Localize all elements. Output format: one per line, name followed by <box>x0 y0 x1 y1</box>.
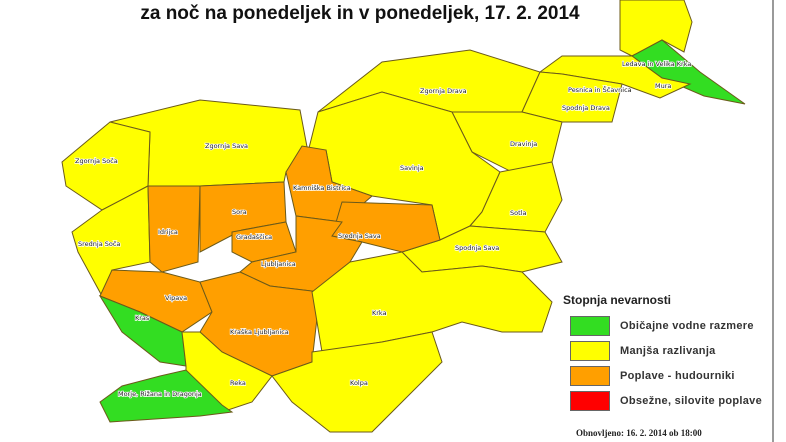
region-label: Zgornja Drava <box>420 87 467 95</box>
region-label: Srednja Soča <box>78 240 120 248</box>
updated-timestamp: Obnovljeno: 16. 2. 2014 ob 18:00 <box>576 428 702 438</box>
region-label: Pesnica in Ščavnica <box>568 85 632 94</box>
region-label: Srednja Sava <box>338 232 381 240</box>
region-label: Reka <box>230 379 246 387</box>
frame-border <box>772 0 774 442</box>
region-label: Vipava <box>165 294 187 302</box>
legend-label: Poplave - hudourniki <box>620 369 735 382</box>
region-label: Ljubljanica <box>261 260 296 268</box>
region-label: Spodnja Sava <box>455 244 499 252</box>
legend-label: Manjša razlivanja <box>620 344 716 357</box>
region-label: Kolpa <box>350 379 368 387</box>
legend-item-yellow: Manjša razlivanja <box>570 338 778 363</box>
region-label: Krka <box>372 309 387 317</box>
region-label: Spodnja Drava <box>562 104 610 112</box>
legend-swatch <box>570 340 610 361</box>
legend-item-orange: Poplave - hudourniki <box>570 363 778 388</box>
legend-swatch <box>570 365 610 386</box>
region-label: Zgornja Soča <box>75 157 118 165</box>
region-label: Ledava in Velika Krka <box>622 60 691 68</box>
region-label: Mura <box>655 82 671 90</box>
region-label: Savinja <box>400 164 424 172</box>
legend-label: Obsežne, silovite poplave <box>620 394 762 407</box>
legend-title: Stopnja nevarnosti <box>563 293 672 307</box>
region-label: Sora <box>232 208 247 216</box>
region-morje-rizana-in-dragonja <box>99 369 234 423</box>
region-label: Kamniška Bistrica <box>293 184 351 192</box>
legend-label: Običajne vodne razmere <box>620 319 754 332</box>
region-label: Kras <box>135 314 150 322</box>
legend: Stopnja nevarnosti Običajne vodne razmer… <box>548 293 778 413</box>
region-srednja-soca <box>71 185 151 298</box>
region-kolpa <box>271 331 443 433</box>
region-label: Idrijca <box>158 228 178 236</box>
region-label: Zgornja Sava <box>205 142 248 150</box>
legend-item-green: Običajne vodne razmere <box>570 313 778 338</box>
region-ledava-in-velika-krka <box>619 0 693 57</box>
region-label: Sotla <box>510 209 526 217</box>
region-label: Gradaščica <box>236 233 272 241</box>
region-label: Dravinja <box>510 140 537 148</box>
legend-swatch <box>570 315 610 336</box>
map-title: za noč na ponedeljek in v ponedeljek, 17… <box>140 3 580 24</box>
legend-item-red: Obsežne, silovite poplave <box>570 388 778 413</box>
legend-swatch <box>570 390 610 411</box>
region-label: Kraška Ljubljanica <box>230 328 289 336</box>
region-label: Morje, Rižana in Dragonja <box>118 390 202 398</box>
region-idrijca <box>147 185 201 273</box>
